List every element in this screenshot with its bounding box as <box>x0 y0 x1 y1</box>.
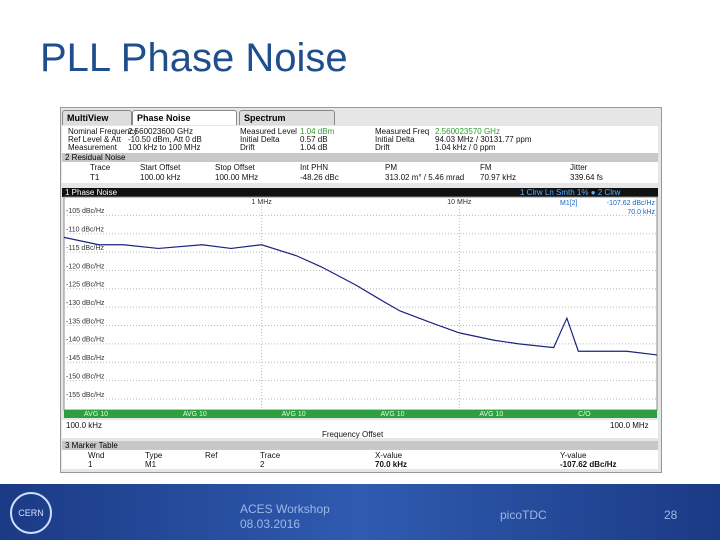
logo: CERN <box>10 492 52 534</box>
info-value: 0.57 dB <box>300 135 328 144</box>
info-label: Measured Level <box>240 127 297 136</box>
info-label: Initial Delta <box>375 135 415 144</box>
info-value: 2.560023600 GHz <box>128 127 193 136</box>
plot-title-bar <box>62 188 658 197</box>
cell: 70.97 kHz <box>480 173 517 182</box>
info-label: Nominal Frequency <box>68 127 138 136</box>
y-tick-label: -110 dBc/Hz <box>66 227 104 234</box>
column-header: Trace <box>260 451 281 460</box>
cell: 100.00 MHz <box>215 173 259 182</box>
column-header: Type <box>145 451 163 460</box>
tab[interactable]: MultiView <box>62 110 132 125</box>
info-panel <box>62 126 658 153</box>
bar-title: 3 Marker Table <box>62 441 658 450</box>
info-label: Drift <box>240 143 255 152</box>
marker-table <box>62 450 658 469</box>
residual-title: 2 Residual Noise <box>62 153 658 162</box>
cell: 313.02 m° / 5.46 mrad <box>385 173 465 182</box>
y-tick-label: -155 dBc/Hz <box>66 392 105 399</box>
tab[interactable]: Spectrum <box>239 110 335 125</box>
trace <box>63 236 658 356</box>
info-value: 1.04 kHz / 0 ppm <box>435 143 496 152</box>
avg-bar <box>64 410 657 418</box>
info-value: -10.50 dBm, Att 0 dB <box>128 135 202 144</box>
info-value: 1.04 dBm <box>300 127 335 136</box>
column-header: Stop Offset <box>215 163 255 172</box>
avg-label: AVG 10 <box>183 411 207 418</box>
footer <box>0 484 720 540</box>
y-tick-label: -130 dBc/Hz <box>66 300 105 307</box>
plot-area <box>63 196 658 411</box>
column-header: Int PHN <box>300 163 329 172</box>
column-header: Jitter <box>570 163 588 172</box>
cell: -48.26 dBc <box>300 173 339 182</box>
y-tick-label: -135 dBc/Hz <box>66 318 105 325</box>
y-tick-label: -150 dBc/Hz <box>66 373 105 380</box>
avg-label: AVG 10 <box>84 411 108 418</box>
residual-table <box>62 162 658 183</box>
x-start: 100.0 kHz <box>66 421 103 430</box>
y-tick-label: -115 dBc/Hz <box>66 245 104 252</box>
cell: T1 <box>90 173 100 182</box>
y-tick-label: -120 dBc/Hz <box>66 263 105 270</box>
trace-info: 1 Clrw Ln Smth 1% ● 2 Clrw <box>520 188 621 197</box>
column-header: FM <box>480 163 492 172</box>
cell: 100.00 kHz <box>140 173 181 182</box>
marker-freq: 70.0 kHz <box>627 209 655 216</box>
info-label: Measured Freq <box>375 127 430 136</box>
column-header: Ref <box>205 451 218 460</box>
info-value: 2.560023570 GHz <box>435 127 500 136</box>
cell: -107.62 dBc/Hz <box>560 460 617 469</box>
info-value: 100 kHz to 100 MHz <box>128 143 201 152</box>
cell: 1 <box>88 460 93 469</box>
avg-label: AVG 10 <box>479 411 503 418</box>
cell: 70.0 kHz <box>375 460 408 469</box>
project: picoTDC <box>500 508 547 522</box>
marker-value: -107.62 dBc/Hz <box>607 200 656 207</box>
info-label: Ref Level & Att <box>68 135 121 144</box>
event: ACES Workshop <box>240 502 330 516</box>
slide-title: PLL Phase Noise <box>40 36 348 80</box>
y-tick-label: -105 dBc/Hz <box>66 208 105 215</box>
plot-title: 1 Phase Noise <box>65 188 118 197</box>
cell: M1 <box>145 460 157 469</box>
cell: 339.64 fs <box>570 173 603 182</box>
avg-label: AVG 10 <box>282 411 306 418</box>
x-stop: 100.0 MHz <box>610 421 649 430</box>
x-tick-label: 1 MHz <box>252 199 273 206</box>
column-header: Wnd <box>88 451 105 460</box>
x-axis-label: Frequency Offset <box>322 430 384 439</box>
info-label: Drift <box>375 143 390 152</box>
column-header: PM <box>385 163 397 172</box>
info-label: Measurement <box>68 143 117 152</box>
column-header: Y-value <box>560 451 587 460</box>
bar-title: 2 Residual Noise <box>62 153 658 162</box>
page-number: 28 <box>664 508 678 522</box>
marker-title: 3 Marker Table <box>62 441 658 450</box>
tab[interactable]: Phase Noise <box>132 110 237 125</box>
x-axis-panel <box>62 420 658 438</box>
column-header: Trace <box>90 163 111 172</box>
y-tick-label: -145 dBc/Hz <box>66 355 105 362</box>
date: 08.03.2016 <box>240 517 301 531</box>
info-value: 1.04 dB <box>300 143 328 152</box>
y-tick-label: -125 dBc/Hz <box>66 282 105 289</box>
marker-name: M1[2] <box>560 200 578 207</box>
avg-label: C/O <box>578 411 591 418</box>
info-label: Initial Delta <box>240 135 280 144</box>
column-header: X-value <box>375 451 403 460</box>
column-header: Start Offset <box>140 163 181 172</box>
avg-label: AVG 10 <box>381 411 405 418</box>
info-value: 94.03 MHz / 30131.77 ppm <box>435 135 532 144</box>
y-tick-label: -140 dBc/Hz <box>66 337 105 344</box>
x-tick-label: 10 MHz <box>447 199 472 206</box>
cell: 2 <box>260 460 265 469</box>
